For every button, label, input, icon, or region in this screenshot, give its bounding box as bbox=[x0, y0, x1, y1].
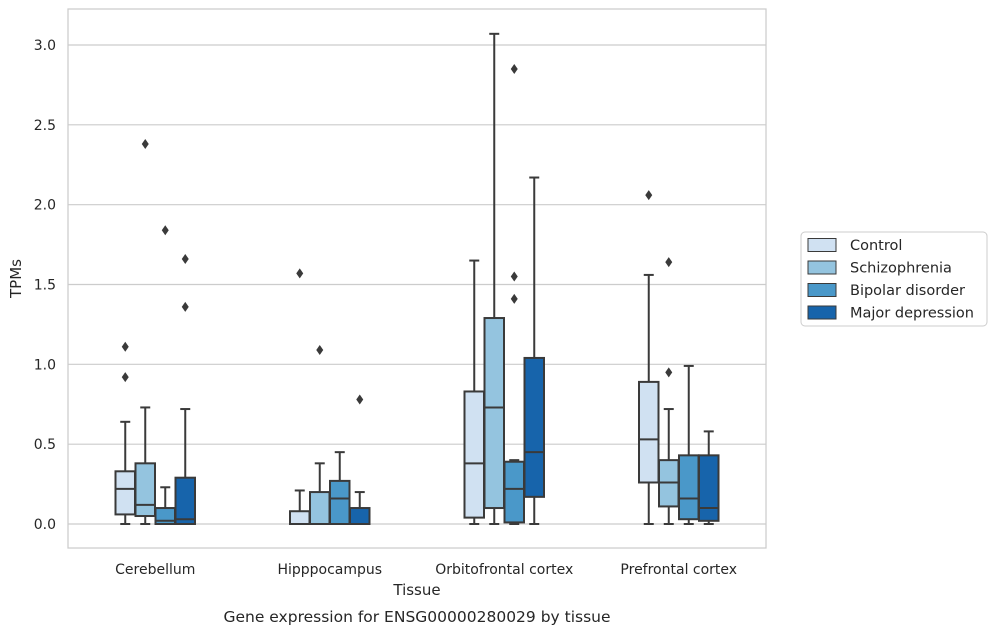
plot-frame bbox=[67, 8, 767, 549]
box-bipolar-disorder bbox=[154, 225, 176, 525]
outlier-point bbox=[141, 138, 149, 149]
chart-caption: Gene expression for ENSG00000280029 by t… bbox=[223, 608, 610, 626]
box-major-depression bbox=[698, 430, 720, 525]
y-tick-label: 0.0 bbox=[34, 517, 56, 533]
y-tick-label: 2.0 bbox=[34, 198, 56, 214]
box-control bbox=[638, 190, 660, 525]
box-bipolar-disorder bbox=[678, 364, 700, 525]
box-control bbox=[114, 341, 136, 525]
box-schizophrenia bbox=[658, 257, 680, 525]
legend-swatch bbox=[807, 260, 837, 275]
box-body bbox=[698, 454, 720, 522]
box-bipolar-disorder bbox=[503, 63, 525, 525]
x-tick-label: Orbitofrontal cortex bbox=[435, 562, 573, 578]
box-body bbox=[483, 317, 505, 510]
grid-lines bbox=[68, 44, 766, 525]
y-tick-label: 2.5 bbox=[34, 118, 56, 134]
legend: Control Schizophrenia Bipolar disorder Majo… bbox=[800, 231, 988, 327]
outlier-point bbox=[181, 253, 189, 264]
legend-swatch bbox=[807, 238, 837, 252]
y-axis-label: TPMs bbox=[7, 259, 25, 299]
x-axis-label: Tissue bbox=[392, 581, 440, 599]
box-body bbox=[523, 356, 545, 498]
outlier-point bbox=[316, 344, 324, 355]
outlier-point bbox=[121, 372, 129, 383]
box-body bbox=[678, 454, 700, 521]
box-major-depression bbox=[349, 394, 371, 525]
box-schizophrenia bbox=[134, 138, 156, 525]
box-control bbox=[289, 268, 311, 525]
box-plot-series bbox=[114, 32, 720, 526]
box-body bbox=[174, 476, 196, 525]
box-major-depression bbox=[523, 176, 545, 525]
x-tick-label: Cerebellum bbox=[115, 562, 195, 578]
y-tick-label: 3.0 bbox=[34, 38, 56, 54]
outlier-point bbox=[665, 367, 673, 378]
box-body bbox=[638, 380, 660, 484]
outlier-point bbox=[121, 341, 129, 352]
box-body bbox=[114, 470, 136, 516]
x-tick-label: Prefrontal cortex bbox=[620, 562, 737, 578]
y-axis-ticks: 0.0 0.5 1.0 1.5 2.0 2.5 3.0 bbox=[34, 38, 56, 533]
outlier-point bbox=[356, 394, 364, 405]
legend-swatch bbox=[807, 305, 837, 320]
legend-label: Bipolar disorder bbox=[850, 283, 965, 299]
box-control bbox=[463, 259, 485, 525]
box-body bbox=[329, 479, 351, 526]
outlier-point bbox=[510, 293, 518, 304]
x-tick-label: Hipppocampus bbox=[277, 562, 382, 578]
outlier-point bbox=[510, 271, 518, 282]
box-body bbox=[289, 510, 311, 525]
legend-label: Control bbox=[850, 238, 902, 254]
y-tick-label: 0.5 bbox=[34, 437, 56, 453]
box-body bbox=[134, 462, 156, 518]
box-body bbox=[309, 491, 331, 526]
y-tick-label: 1.0 bbox=[34, 357, 56, 373]
box-schizophrenia bbox=[483, 32, 505, 525]
outlier-point bbox=[181, 301, 189, 312]
box-major-depression bbox=[174, 253, 196, 525]
box-body bbox=[503, 460, 525, 524]
x-axis-ticks: Cerebellum Hipppocampus Orbitofrontal cort… bbox=[115, 562, 737, 578]
legend-swatch bbox=[807, 283, 837, 297]
legend-label: Schizophrenia bbox=[850, 261, 952, 277]
outlier-point bbox=[296, 268, 304, 279]
box-body bbox=[349, 507, 371, 525]
legend-label: Major depression bbox=[850, 306, 974, 322]
outlier-point bbox=[665, 257, 673, 268]
box-bipolar-disorder bbox=[329, 451, 351, 526]
legend-frame bbox=[800, 231, 988, 327]
outlier-point bbox=[161, 225, 169, 236]
outlier-point bbox=[510, 63, 518, 74]
box-schizophrenia bbox=[309, 344, 331, 526]
outlier-point bbox=[645, 190, 653, 201]
y-tick-label: 1.5 bbox=[34, 278, 56, 294]
box-body bbox=[463, 390, 485, 519]
